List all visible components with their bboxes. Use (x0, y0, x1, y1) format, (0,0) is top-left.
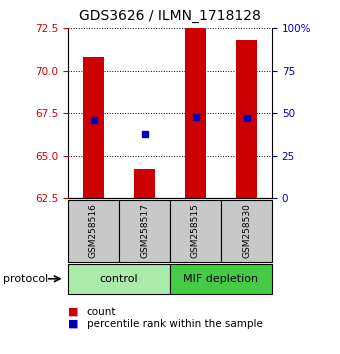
Bar (170, 200, 221, 262)
Bar (68, 200, 119, 262)
Bar (221, 200, 272, 262)
Text: GSM258517: GSM258517 (140, 204, 149, 258)
Bar (185, 28, 206, 198)
Bar (83, 57, 104, 198)
Text: ■: ■ (68, 319, 79, 329)
Text: MIF depletion: MIF depletion (184, 274, 258, 284)
Text: control: control (100, 274, 138, 284)
Text: GSM258530: GSM258530 (242, 204, 251, 258)
Text: count: count (87, 307, 116, 316)
Bar (119, 200, 170, 262)
Text: ■: ■ (68, 307, 79, 316)
Text: GSM258515: GSM258515 (191, 204, 200, 258)
Text: protocol: protocol (3, 274, 49, 284)
Bar (68, 264, 170, 294)
Text: GDS3626 / ILMN_1718128: GDS3626 / ILMN_1718128 (79, 9, 261, 23)
Text: GSM258516: GSM258516 (89, 204, 98, 258)
Bar (134, 169, 155, 198)
Bar (170, 264, 272, 294)
Text: percentile rank within the sample: percentile rank within the sample (87, 319, 262, 329)
Bar (236, 40, 257, 198)
